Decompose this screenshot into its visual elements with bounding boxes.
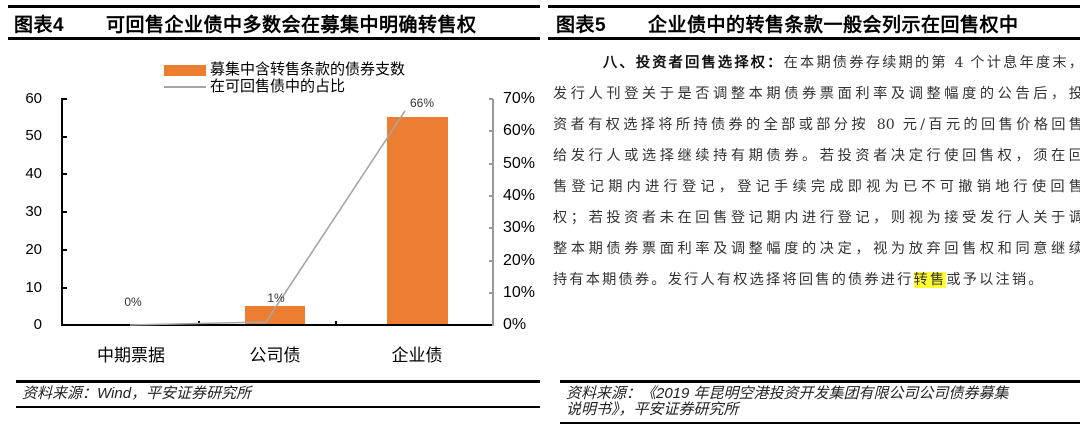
legend-label: 募集中含转售条款的债券支数 (210, 61, 406, 78)
legend-swatch-line (164, 86, 206, 89)
figure-number: 图表4 (14, 15, 65, 36)
right-tick: 30% (503, 219, 536, 236)
left-tick: 0 (33, 316, 42, 333)
source-line: 说明书》，平安证券研究所 (566, 401, 739, 418)
source-rule-bottom (560, 422, 1080, 424)
category-label: 公司债 (249, 346, 301, 365)
text-line: 给发行人或选择继续持有期债券。若投资者决定行使回售权，须在回 (553, 148, 1080, 164)
top-rule (548, 5, 1080, 8)
right-tick: 50% (503, 155, 536, 172)
text-line: 持有本期债券。发行人有权选择将回售的债券进行转售或予以注销。 (553, 265, 1080, 296)
text-line: 售登记期内进行登记，登记手续完成即视为已不可撤销地行使回售 (553, 179, 1080, 195)
source-rule-top (16, 380, 540, 383)
text-span: 在本期债券存续期的第 4 个计息年度末， (783, 55, 1080, 71)
clause-heading: 八、投资者回售选择权： (603, 55, 784, 71)
left-tick: 20 (25, 241, 42, 258)
highlighted-term: 转售 (913, 272, 947, 288)
right-tick: 10% (503, 284, 536, 301)
left-tick: 10 (25, 279, 42, 296)
legend-item-bars: 募集中含转售条款的债券支数 (164, 61, 405, 78)
title-underline (8, 37, 540, 40)
combo-chart (61, 98, 494, 326)
figure-number: 图表5 (556, 15, 607, 36)
category-label: 中期票据 (97, 346, 165, 365)
share-line (129, 110, 406, 326)
source-note: 资料来源：《2019 年昆明空港投资开发集团有限公司公司债券募集 说明书》，平安… (566, 386, 1009, 418)
source-note: 资料来源：Wind，平安证券研究所 (22, 385, 252, 402)
figure-title-text: 企业债中的转售条款一般会列示在回售权中 (648, 15, 1019, 36)
prospectus-excerpt: 八、投资者回售选择权：在本期债券存续期的第 4 个计息年度末， 发行人刊登关于是… (553, 48, 1080, 296)
title-underline (548, 37, 1080, 40)
source-rule-bottom (16, 406, 540, 408)
legend-swatch-orange (164, 64, 206, 76)
category-label: 企业债 (391, 346, 443, 365)
figure-title-text: 可回售企业债中多数会在募集中明确转售权 (106, 15, 477, 36)
bar-corporate-bond (245, 306, 305, 325)
text-line: 八、投资者回售选择权：在本期债券存续期的第 4 个计息年度末， (553, 48, 1080, 79)
text-span: 持有本期债券。发行人有权选择将回售的债券进行 (553, 272, 914, 288)
source-rule-top (560, 380, 1080, 383)
text-line: 整本期债券票面利率及调整幅度的决定，视为放弃回售权和同意继续 (553, 241, 1080, 257)
figure-4-panel: 图表4 可回售企业债中多数会在募集中明确转售权 募集中含转售条款的债券支数 在可回… (8, 5, 540, 408)
right-tick: 0% (503, 316, 527, 333)
legend: 募集中含转售条款的债券支数 在可回售债中的占比 (164, 61, 405, 95)
right-tick: 60% (503, 122, 536, 139)
data-label: 1% (267, 291, 285, 305)
left-tick: 60 (25, 90, 42, 107)
bar-enterprise-bond (387, 117, 448, 325)
figure-5-panel: 图表5 企业债中的转售条款一般会列示在回售权中 八、投资者回售选择权：在本期债券存… (548, 0, 1080, 432)
text-span: 或予以注销。 (946, 272, 1045, 288)
text-line: 发行人刊登关于是否调整本期债券票面利率及调整幅度的公告后，投 (553, 86, 1080, 102)
figure-5-title: 图表5 企业债中的转售条款一般会列示在回售权中 (556, 10, 1019, 37)
top-rule (8, 5, 540, 8)
figure-4-title: 图表4 可回售企业债中多数会在募集中明确转售权 (14, 10, 477, 37)
left-tick: 30 (25, 203, 42, 220)
legend-item-line: 在可回售债中的占比 (164, 78, 405, 95)
data-label: 0% (124, 295, 142, 309)
text-line: 资者有权选择将所持债券的全部或部分按 80 元/百元的回售价格回售 (553, 117, 1080, 133)
text-line: 权；若投资者未在回售登记期内进行登记，则视为接受发行人关于调 (553, 210, 1080, 226)
right-tick: 20% (503, 252, 536, 269)
right-tick: 70% (503, 90, 536, 107)
source-line: 资料来源：《2019 年昆明空港投资开发集团有限公司公司债券募集 (566, 385, 1009, 402)
left-tick: 50 (25, 127, 42, 144)
left-tick: 40 (25, 165, 42, 182)
right-tick: 40% (503, 187, 536, 204)
data-label: 66% (409, 96, 435, 110)
legend-label: 在可回售债中的占比 (210, 78, 346, 95)
